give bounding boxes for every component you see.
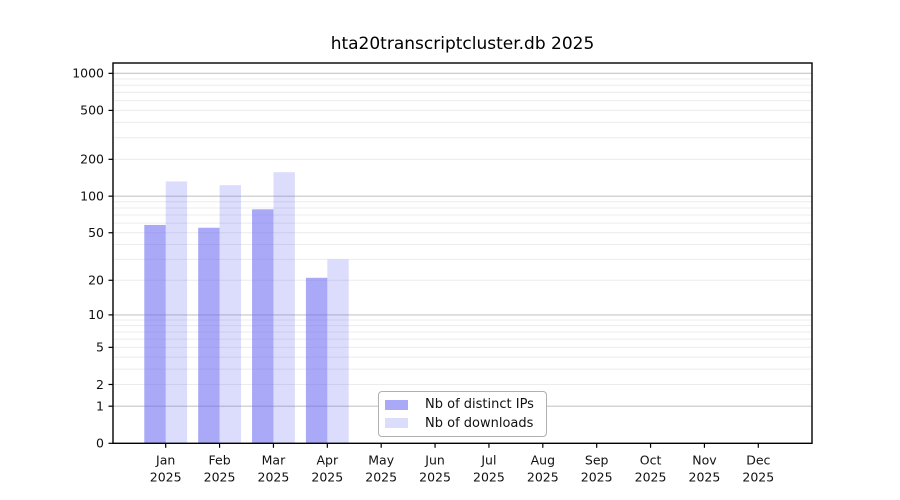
y-tick-label: 20 (88, 273, 104, 288)
bars-downloads (165, 172, 349, 444)
legend-label-distinct-ips: Nb of distinct IPs (425, 397, 534, 413)
x-tick-label-month: Jan (155, 452, 175, 467)
bar (327, 259, 349, 444)
x-tick-label-year: 2025 (527, 469, 559, 484)
bar (198, 227, 220, 444)
x-tick-label-year: 2025 (311, 469, 343, 484)
x-tick-label-month: Jul (480, 452, 496, 467)
y-tick-label: 5 (96, 340, 104, 355)
x-tick-label-month: Nov (692, 452, 717, 467)
legend-label-downloads: Nb of downloads (425, 415, 534, 431)
x-tick-label-month: Jun (424, 452, 445, 467)
bar (165, 181, 188, 444)
x-tick-label-year: 2025 (150, 469, 182, 484)
x-axis: Jan 2025 Feb 2025 Mar 2025 Apr 2025 May 2025 Jun 20… (150, 443, 774, 484)
x-tick-label-month: Sep (585, 452, 609, 467)
x-tick-label-year: 2025 (742, 469, 774, 484)
y-tick-label: 0 (96, 436, 104, 451)
x-tick-label-month: Oct (640, 452, 662, 467)
x-tick-label-year: 2025 (473, 469, 505, 484)
x-tick-label-month: Dec (746, 452, 770, 467)
y-tick-label: 2 (96, 377, 104, 392)
y-tick-label: 1 (96, 398, 104, 413)
plot-border (112, 62, 813, 444)
chart-title: hta20transcriptcluster.db 2025 (330, 34, 595, 54)
x-tick-label-year: 2025 (581, 469, 613, 484)
legend-entry-downloads: Nb of downloads (385, 416, 540, 431)
x-tick-label-month: Mar (262, 452, 286, 467)
y-tick-label: 500 (80, 103, 104, 118)
gridlines (113, 72, 812, 407)
x-tick-label-month: Feb (209, 452, 231, 467)
x-tick-label-year: 2025 (258, 469, 290, 484)
x-tick-label-month: Apr (317, 452, 339, 467)
legend: Nb of distinct IPs Nb of downloads (378, 391, 547, 437)
x-tick-label-year: 2025 (689, 469, 721, 484)
y-tick-label: 100 (80, 188, 104, 203)
x-tick-label-year: 2025 (204, 469, 236, 484)
y-tick-label: 10 (88, 307, 104, 322)
bars-distinct-ips (144, 209, 328, 444)
bar (144, 224, 166, 444)
x-tick-label-month: Aug (531, 452, 555, 467)
bar (305, 277, 328, 444)
x-tick-label-year: 2025 (635, 469, 667, 484)
y-tick-label: 50 (88, 225, 104, 240)
bar (219, 185, 241, 444)
y-axis: 0 1 2 5 10 20 50 100 200 500 1000 (72, 66, 113, 451)
y-tick-label: 1000 (72, 66, 104, 81)
x-tick-label-year: 2025 (365, 469, 397, 484)
legend-entry-distinct-ips: Nb of distinct IPs (385, 397, 540, 412)
bar (252, 209, 274, 444)
legend-swatch-distinct-ips (385, 399, 408, 410)
x-tick-label-month: May (368, 452, 394, 467)
y-tick-label: 200 (80, 152, 104, 167)
legend-swatch-downloads (385, 418, 408, 429)
bar (273, 172, 295, 444)
x-tick-label-year: 2025 (419, 469, 451, 484)
